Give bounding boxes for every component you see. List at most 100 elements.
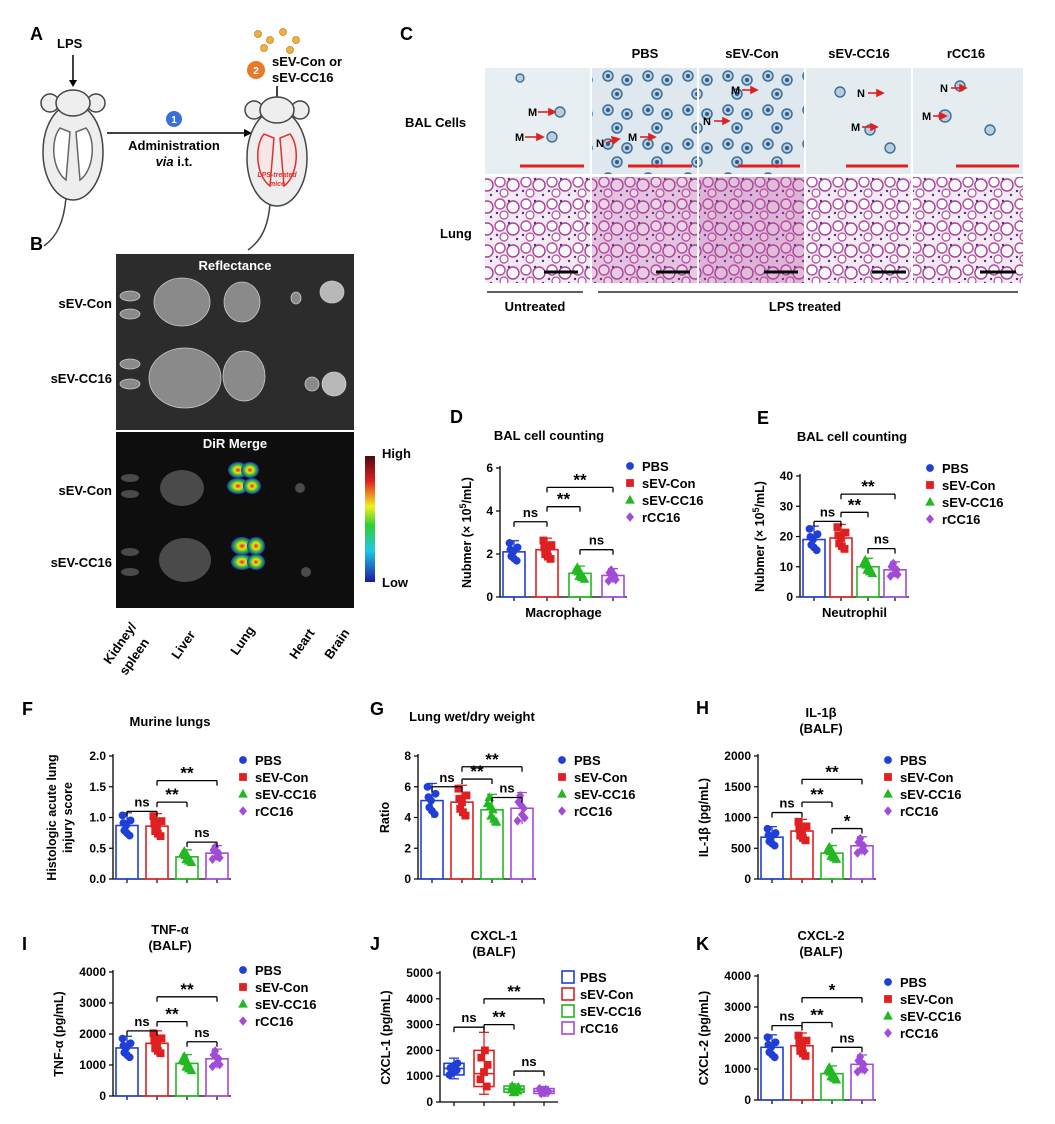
point-d-2 — [540, 543, 549, 552]
chart-d: D BAL cell counting 0 2 4 6 Nubmer (× 105/mL) M… — [450, 407, 703, 620]
point-d-4 — [609, 573, 617, 583]
chart-k: K CXCL-2(BALF) 0 1000 2000 3000 4000 CXCL-2 (pg… — [696, 928, 961, 1107]
panel-letter-j: J — [370, 934, 380, 954]
y-tick-label-h: 1000 — [724, 811, 751, 825]
legend-label-j-3: sEV-CC16 — [580, 1004, 641, 1019]
lps-arrow-head — [69, 80, 77, 87]
sig-label-i-4: ** — [180, 980, 194, 999]
route-label: via i.t. — [156, 154, 193, 169]
point-h-1 — [764, 831, 773, 839]
point-h-1 — [771, 829, 780, 837]
point-i-1 — [118, 1034, 127, 1043]
point-h-2 — [796, 831, 805, 840]
sig-label-g-2: ** — [470, 762, 484, 781]
y-axis-label-k: CXCL-2 (pg/mL) — [697, 991, 711, 1085]
y-tick-label-g: 0 — [404, 872, 411, 886]
y-tick-label-k: 1000 — [724, 1062, 751, 1076]
legend-label-f-2: sEV-Con — [255, 770, 309, 785]
y-tick-label-d: 6 — [486, 461, 493, 475]
legend-label-j-4: rCC16 — [580, 1021, 618, 1036]
sig-label-i-1: ns — [134, 1014, 149, 1029]
y-tick-label-j: 2000 — [406, 1043, 433, 1057]
point-h-1 — [763, 824, 772, 833]
y-axis-label-i: TNF-α (pg/mL) — [52, 991, 66, 1076]
point-d-4 — [605, 568, 614, 578]
legend-swatch-f-1 — [239, 756, 247, 764]
lps-mice-label-2: mice — [269, 181, 285, 188]
y-axis-label-f-line-2: injury score — [61, 782, 75, 853]
organ-label-brain: Brain — [321, 626, 352, 662]
legend-swatch-g-2 — [558, 773, 566, 781]
svg-text:M: M — [628, 132, 637, 144]
legend-swatch-e-2 — [926, 481, 934, 489]
point-g-4 — [514, 797, 523, 807]
point-f-3 — [177, 848, 188, 858]
legend-swatch-d-2 — [626, 479, 634, 487]
sig-label-g-4: ** — [485, 750, 499, 769]
point-h-2 — [802, 822, 811, 831]
point-d-2 — [539, 536, 548, 545]
step-2-badge — [247, 61, 265, 79]
svg-text:N: N — [940, 83, 948, 95]
legend-swatch-e-4 — [926, 514, 934, 524]
lps-mice-label-1: LPS-treated — [257, 172, 297, 179]
svg-text:M: M — [731, 85, 740, 97]
legend-swatch-d-1 — [626, 462, 634, 470]
point-k-1 — [764, 1040, 773, 1049]
point-f-1 — [120, 826, 129, 835]
y-tick-label-i: 2000 — [79, 1027, 106, 1041]
sig-label-j-3: ns — [521, 1054, 536, 1069]
y-axis-label-j: CXCL-1 (pg/mL) — [379, 990, 393, 1084]
legend-label-j-1: PBS — [580, 970, 607, 985]
colorbar-low-label: Low — [382, 575, 409, 590]
point-j-4 — [535, 1083, 544, 1094]
sig-label-e-4: ** — [861, 477, 875, 496]
panel-letter-d: D — [450, 407, 463, 427]
sig-label-f-1: ns — [134, 794, 149, 809]
organ-label-liver: Liver — [168, 628, 198, 662]
chart-title-g: Lung wet/dry weight — [409, 709, 535, 724]
lps-label: LPS — [57, 36, 83, 51]
legend-swatch-k-4 — [884, 1028, 892, 1038]
y-tick-label-e: 20 — [780, 530, 794, 544]
panel-letter-e: E — [757, 408, 769, 428]
y-tick-label-j: 5000 — [406, 966, 433, 980]
chart-f: F Murine lungs 0.0 0.5 1.0 1.5 2.0 Histologic a… — [22, 699, 316, 886]
sig-label-d-3: ns — [589, 533, 604, 548]
point-h-4 — [858, 844, 866, 855]
sig-label-k-3: ns — [839, 1030, 854, 1045]
point-e-1 — [813, 530, 822, 539]
chart-title-i-line-2: (BALF) — [148, 938, 191, 953]
legend-label-f-1: PBS — [255, 753, 282, 768]
column-label-pbs: PBS — [632, 46, 659, 61]
colorbar-high-label: High — [382, 446, 411, 461]
vesicle-particles-icon — [254, 28, 300, 54]
chart-panels: D BAL cell counting 0 2 4 6 Nubmer (× 105/mL) M… — [22, 407, 1003, 1109]
legend-swatch-j-1 — [561, 970, 575, 984]
reflectance-image — [116, 254, 354, 430]
point-f-3 — [181, 854, 191, 864]
legend-label-f-4: rCC16 — [255, 804, 293, 819]
legend-label-d-1: PBS — [642, 459, 669, 474]
point-k-1 — [771, 1038, 780, 1047]
point-f-2 — [149, 812, 158, 820]
y-tick-label-g: 4 — [404, 811, 411, 825]
sig-label-k-2: ** — [810, 1006, 824, 1025]
svg-text:N: N — [703, 116, 711, 128]
dir-row-2-label: sEV-CC16 — [51, 555, 112, 570]
point-d-2 — [547, 541, 556, 549]
y-tick-label-k: 3000 — [724, 1000, 751, 1014]
point-d-3 — [574, 570, 584, 580]
point-g-1 — [423, 782, 432, 791]
legend-swatch-d-4 — [626, 512, 634, 522]
point-f-4 — [213, 851, 221, 861]
sig-label-i-3: ns — [194, 1025, 209, 1040]
lung-fluorescence-signal — [227, 462, 265, 570]
treatment-line-1: sEV-Con or — [272, 54, 342, 69]
legend-label-h-3: sEV-CC16 — [900, 787, 961, 802]
point-j-2 — [477, 1053, 486, 1062]
organ-label-lung: Lung — [227, 623, 258, 658]
legend-swatch-d-3 — [625, 494, 635, 504]
sig-label-h-1: ns — [779, 796, 794, 811]
point-g-1 — [431, 789, 440, 798]
